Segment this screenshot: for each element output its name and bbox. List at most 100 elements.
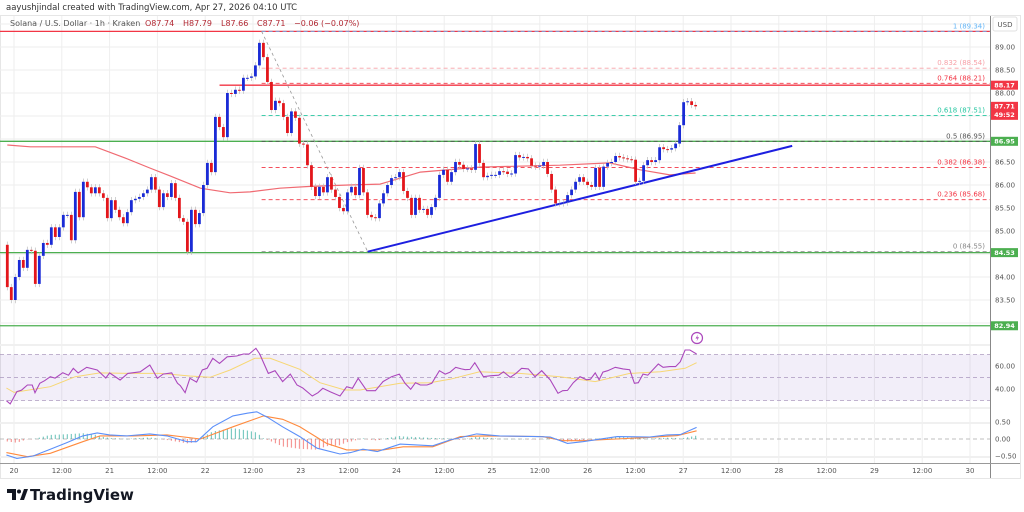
candle-up — [109, 200, 113, 219]
candle-down — [626, 158, 629, 160]
alert-lightning-icon[interactable] — [690, 331, 704, 345]
ohlc-open: O87.74 — [145, 19, 174, 28]
macd-histogram-bar — [46, 435, 48, 439]
candle-up — [438, 174, 441, 198]
macd-histogram-bar — [62, 434, 64, 439]
axes[interactable]: 20 12:00 21 12:00 22 12:00 23 12:00 24 12:00 25 12:… — [10, 44, 1018, 476]
candle-down — [462, 164, 465, 169]
candle-down — [302, 143, 305, 145]
macd-histogram-bar — [242, 429, 245, 439]
candle-up — [346, 192, 349, 212]
macd-histogram-bar — [222, 429, 225, 439]
candle-down — [101, 193, 105, 198]
macd-histogram-bar — [94, 434, 96, 439]
time-tick-label: 12:00 — [721, 467, 741, 475]
macd-histogram-bar — [430, 437, 433, 439]
candle-up — [201, 185, 205, 214]
candle-down — [554, 189, 557, 204]
candle-down — [370, 214, 373, 218]
candle-down — [530, 158, 533, 166]
drawings: 1 (89.34) 0.832 (88.54) 0.764 (88.21) 0.618… — [0, 22, 990, 327]
candle-down — [502, 171, 505, 173]
price-tag — [991, 248, 1018, 258]
macd-histogram-bar — [22, 439, 24, 441]
candle-down — [218, 116, 221, 128]
author-credit: aayushjindal created with TradingView.co… — [6, 3, 297, 13]
macd-histogram-bar — [238, 429, 241, 439]
candle-down — [286, 116, 289, 134]
macd-histogram-bar — [458, 439, 461, 440]
macd-histogram-bar — [226, 429, 229, 439]
macd-histogram-bar — [138, 438, 140, 439]
fib-level-label: 1 (89.34) — [953, 22, 985, 30]
symbol-title: Solana / U.S. Dollar · 1h · Kraken — [10, 19, 140, 28]
price-tag-label: 82.94 — [994, 322, 1015, 330]
time-tick-label: 12:00 — [434, 467, 454, 475]
candle-down — [362, 167, 365, 193]
candle-up — [169, 183, 173, 197]
candle-down — [314, 186, 317, 197]
macd-histogram-bar — [166, 439, 168, 441]
fib-diagonal — [261, 31, 369, 252]
macd-histogram-bar — [574, 439, 577, 441]
price-tag — [991, 321, 1018, 331]
price-tick-label: 88.50 — [995, 67, 1015, 75]
macd-histogram-bar — [446, 438, 449, 439]
candle-up — [394, 177, 397, 179]
candle-up — [93, 187, 97, 194]
candle-up — [558, 203, 561, 205]
time-tick-label: 24 — [392, 467, 401, 475]
grid — [0, 16, 990, 463]
candle-down — [29, 249, 33, 251]
price-tag-label: 87.71 — [994, 103, 1015, 111]
candle-up — [214, 116, 217, 173]
macd-histogram-bar — [322, 439, 325, 448]
macd-histogram-bar — [546, 438, 549, 439]
macd-tick-label: 0.50 — [995, 419, 1011, 427]
time-tick-label: 27 — [679, 467, 688, 475]
candle-up — [378, 203, 381, 219]
price-tick-label: 86.00 — [995, 182, 1015, 190]
candle-up — [81, 181, 85, 218]
candle-up — [290, 111, 293, 134]
macd-histogram-bar — [374, 439, 377, 441]
macd-histogram-bar — [582, 439, 585, 440]
candle-down — [446, 169, 449, 182]
candle-up — [49, 227, 53, 245]
candle-down — [266, 57, 269, 82]
candle-up — [226, 93, 229, 138]
currency-button[interactable]: USD — [992, 16, 1018, 32]
candle-down — [458, 162, 461, 165]
time-tick-label: 23 — [296, 467, 305, 475]
time-tick-label: 30 — [966, 467, 975, 475]
candle-down — [618, 156, 621, 158]
macd-histogram-bar — [258, 434, 261, 439]
candle-up — [398, 172, 401, 178]
macd-histogram-bar — [414, 437, 417, 439]
candle-up — [350, 186, 353, 193]
macd-histogram-bar — [98, 436, 100, 439]
candle-down — [550, 173, 553, 190]
candle-up — [246, 77, 249, 79]
candle-up — [486, 175, 489, 178]
candle-up — [133, 198, 137, 201]
candle-up — [474, 144, 477, 170]
brand-name: TradingView — [30, 486, 134, 504]
indicators — [6, 347, 697, 459]
macd-histogram-bar — [338, 439, 341, 446]
candle-down — [322, 186, 325, 193]
candle-down — [354, 186, 357, 196]
candle-up — [514, 155, 517, 174]
macd-histogram-bar — [298, 439, 301, 449]
candle-down — [5, 244, 9, 288]
macd-histogram-bar — [90, 434, 92, 439]
fib-level-label: 0 (84.55) — [953, 243, 985, 251]
candle-down — [374, 217, 377, 219]
macd-histogram-bar — [18, 439, 20, 442]
candle-down — [153, 177, 157, 190]
candle-up — [61, 214, 65, 228]
candle-down — [85, 181, 89, 188]
legend: Solana / U.S. Dollar · 1h · Kraken O87.7… — [10, 19, 359, 28]
macd-histogram-bar — [262, 438, 265, 439]
